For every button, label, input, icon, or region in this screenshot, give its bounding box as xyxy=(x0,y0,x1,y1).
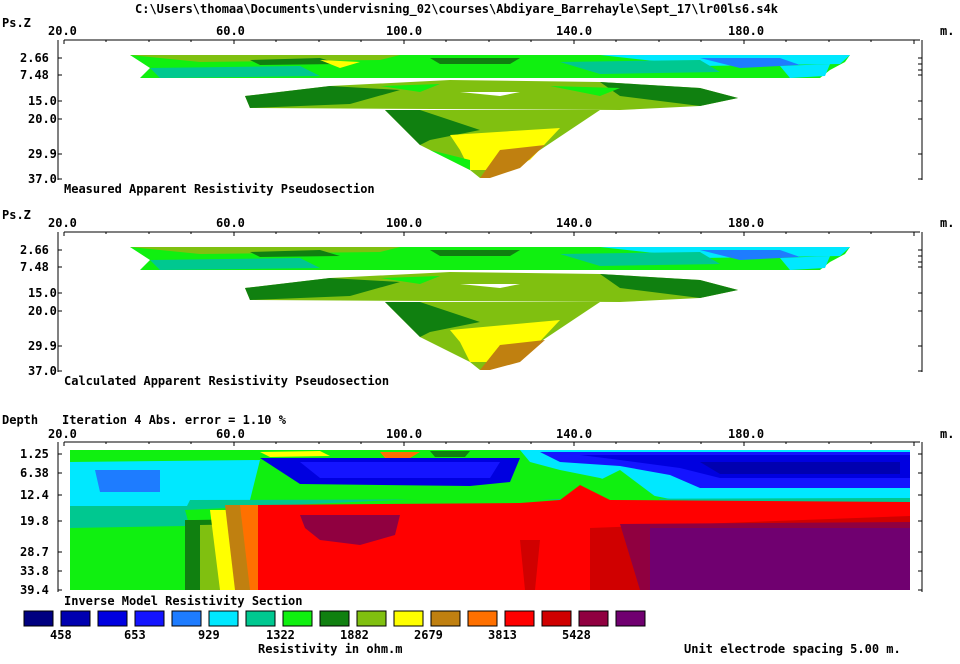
panel1-xtick-100: 100.0 xyxy=(386,24,423,38)
legend-label-6: 2679 xyxy=(414,628,443,642)
panel2-caption: Calculated Apparent Resistivity Pseudose… xyxy=(64,374,390,388)
panel2-ytick-3: 15.0 xyxy=(28,286,57,300)
panel3-inverse-model xyxy=(70,450,910,590)
legend-swatches xyxy=(23,610,646,627)
panel2-xtick-100: 100.0 xyxy=(386,216,423,230)
legend-label-1: 458 xyxy=(50,628,72,642)
legend-swatch xyxy=(134,610,165,627)
panel1-ytick-3: 15.0 xyxy=(28,94,57,108)
panel1-frame xyxy=(57,39,923,180)
panel2-ytick-2: 7.48 xyxy=(20,260,49,274)
legend-label-7: 3813 xyxy=(488,628,517,642)
panel1-ytick-6: 37.0 xyxy=(28,172,57,186)
panel2-pseudosection xyxy=(130,247,850,370)
legend-swatch xyxy=(60,610,91,627)
panel3-axis-label: Depth xyxy=(2,413,39,427)
panel2-xtick-60: 60.0 xyxy=(216,216,245,230)
panel1-ytick-5: 29.9 xyxy=(28,147,57,161)
panel1-pseudosection xyxy=(130,55,850,178)
panel3-ytick-3: 12.4 xyxy=(20,488,49,502)
legend-title: Resistivity in ohm.m xyxy=(258,642,403,656)
legend-swatch xyxy=(319,610,350,627)
panel3-xtick-20: 20.0 xyxy=(48,427,77,441)
legend-label-2: 653 xyxy=(124,628,146,642)
legend-label-5: 1882 xyxy=(340,628,369,642)
panel2-ytick-6: 37.0 xyxy=(28,364,57,378)
legend-swatch xyxy=(282,610,313,627)
panel2-xtick-20: 20.0 xyxy=(48,216,77,230)
panel2-xtick-140: 140.0 xyxy=(556,216,593,230)
legend-label-8: 5428 xyxy=(562,628,591,642)
panel3-ytick-1: 1.25 xyxy=(20,447,49,461)
panel1-units: m. xyxy=(940,24,955,38)
legend-swatch xyxy=(208,610,239,627)
panel3-frame xyxy=(57,441,923,592)
legend-swatch xyxy=(356,610,387,627)
panel1-xtick-60: 60.0 xyxy=(216,24,245,38)
panel2-frame xyxy=(57,231,923,372)
panel3-caption: Inverse Model Resistivity Section xyxy=(64,594,303,608)
electrode-spacing: Unit electrode spacing 5.00 m. xyxy=(684,642,901,656)
legend-swatch xyxy=(97,610,128,627)
panel3-ytick-4: 19.8 xyxy=(20,514,49,528)
panel2-xtick-180: 180.0 xyxy=(728,216,765,230)
panel2-axis-label: Ps.Z xyxy=(2,208,31,222)
window-title: C:\Users\thomaa\Documents\undervisning_0… xyxy=(135,2,778,16)
legend-swatch xyxy=(245,610,276,627)
panel1-xtick-20: 20.0 xyxy=(48,24,77,38)
panel2-ytick-4: 20.0 xyxy=(28,304,57,318)
panel3-xtick-100: 100.0 xyxy=(386,427,423,441)
panel3-ytick-2: 6.38 xyxy=(20,466,49,480)
legend-swatch xyxy=(393,610,424,627)
iteration-status: Iteration 4 Abs. error = 1.10 % xyxy=(62,413,286,427)
panel2-units: m. xyxy=(940,216,955,230)
legend-swatch xyxy=(23,610,54,627)
legend-label-3: 929 xyxy=(198,628,220,642)
panel3-ytick-6: 33.8 xyxy=(20,564,49,578)
panel1-ytick-2: 7.48 xyxy=(20,68,49,82)
panel3-xtick-180: 180.0 xyxy=(728,427,765,441)
panel3-ytick-7: 39.4 xyxy=(20,583,49,597)
panel1-axis-label: Ps.Z xyxy=(2,16,31,30)
panel3-units: m. xyxy=(940,427,955,441)
panel1-ytick-1: 2.66 xyxy=(20,51,49,65)
panel3-xtick-60: 60.0 xyxy=(216,427,245,441)
panel2-ytick-1: 2.66 xyxy=(20,243,49,257)
panel1-xtick-140: 140.0 xyxy=(556,24,593,38)
panel2-ytick-5: 29.9 xyxy=(28,339,57,353)
legend-swatch xyxy=(615,610,646,627)
panel1-xtick-180: 180.0 xyxy=(728,24,765,38)
panel3-ytick-5: 28.7 xyxy=(20,545,49,559)
legend-label-4: 1322 xyxy=(266,628,295,642)
legend-swatch xyxy=(504,610,535,627)
legend-swatch xyxy=(467,610,498,627)
panel1-ytick-4: 20.0 xyxy=(28,112,57,126)
legend-swatch xyxy=(171,610,202,627)
legend-swatch xyxy=(578,610,609,627)
legend-swatch xyxy=(541,610,572,627)
legend-swatch xyxy=(430,610,461,627)
panel3-xtick-140: 140.0 xyxy=(556,427,593,441)
panel1-caption: Measured Apparent Resistivity Pseudosect… xyxy=(64,182,375,196)
